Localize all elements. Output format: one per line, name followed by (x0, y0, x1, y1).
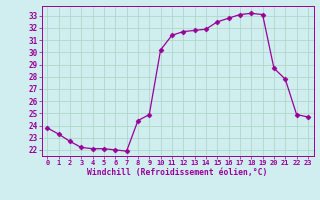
X-axis label: Windchill (Refroidissement éolien,°C): Windchill (Refroidissement éolien,°C) (87, 168, 268, 177)
